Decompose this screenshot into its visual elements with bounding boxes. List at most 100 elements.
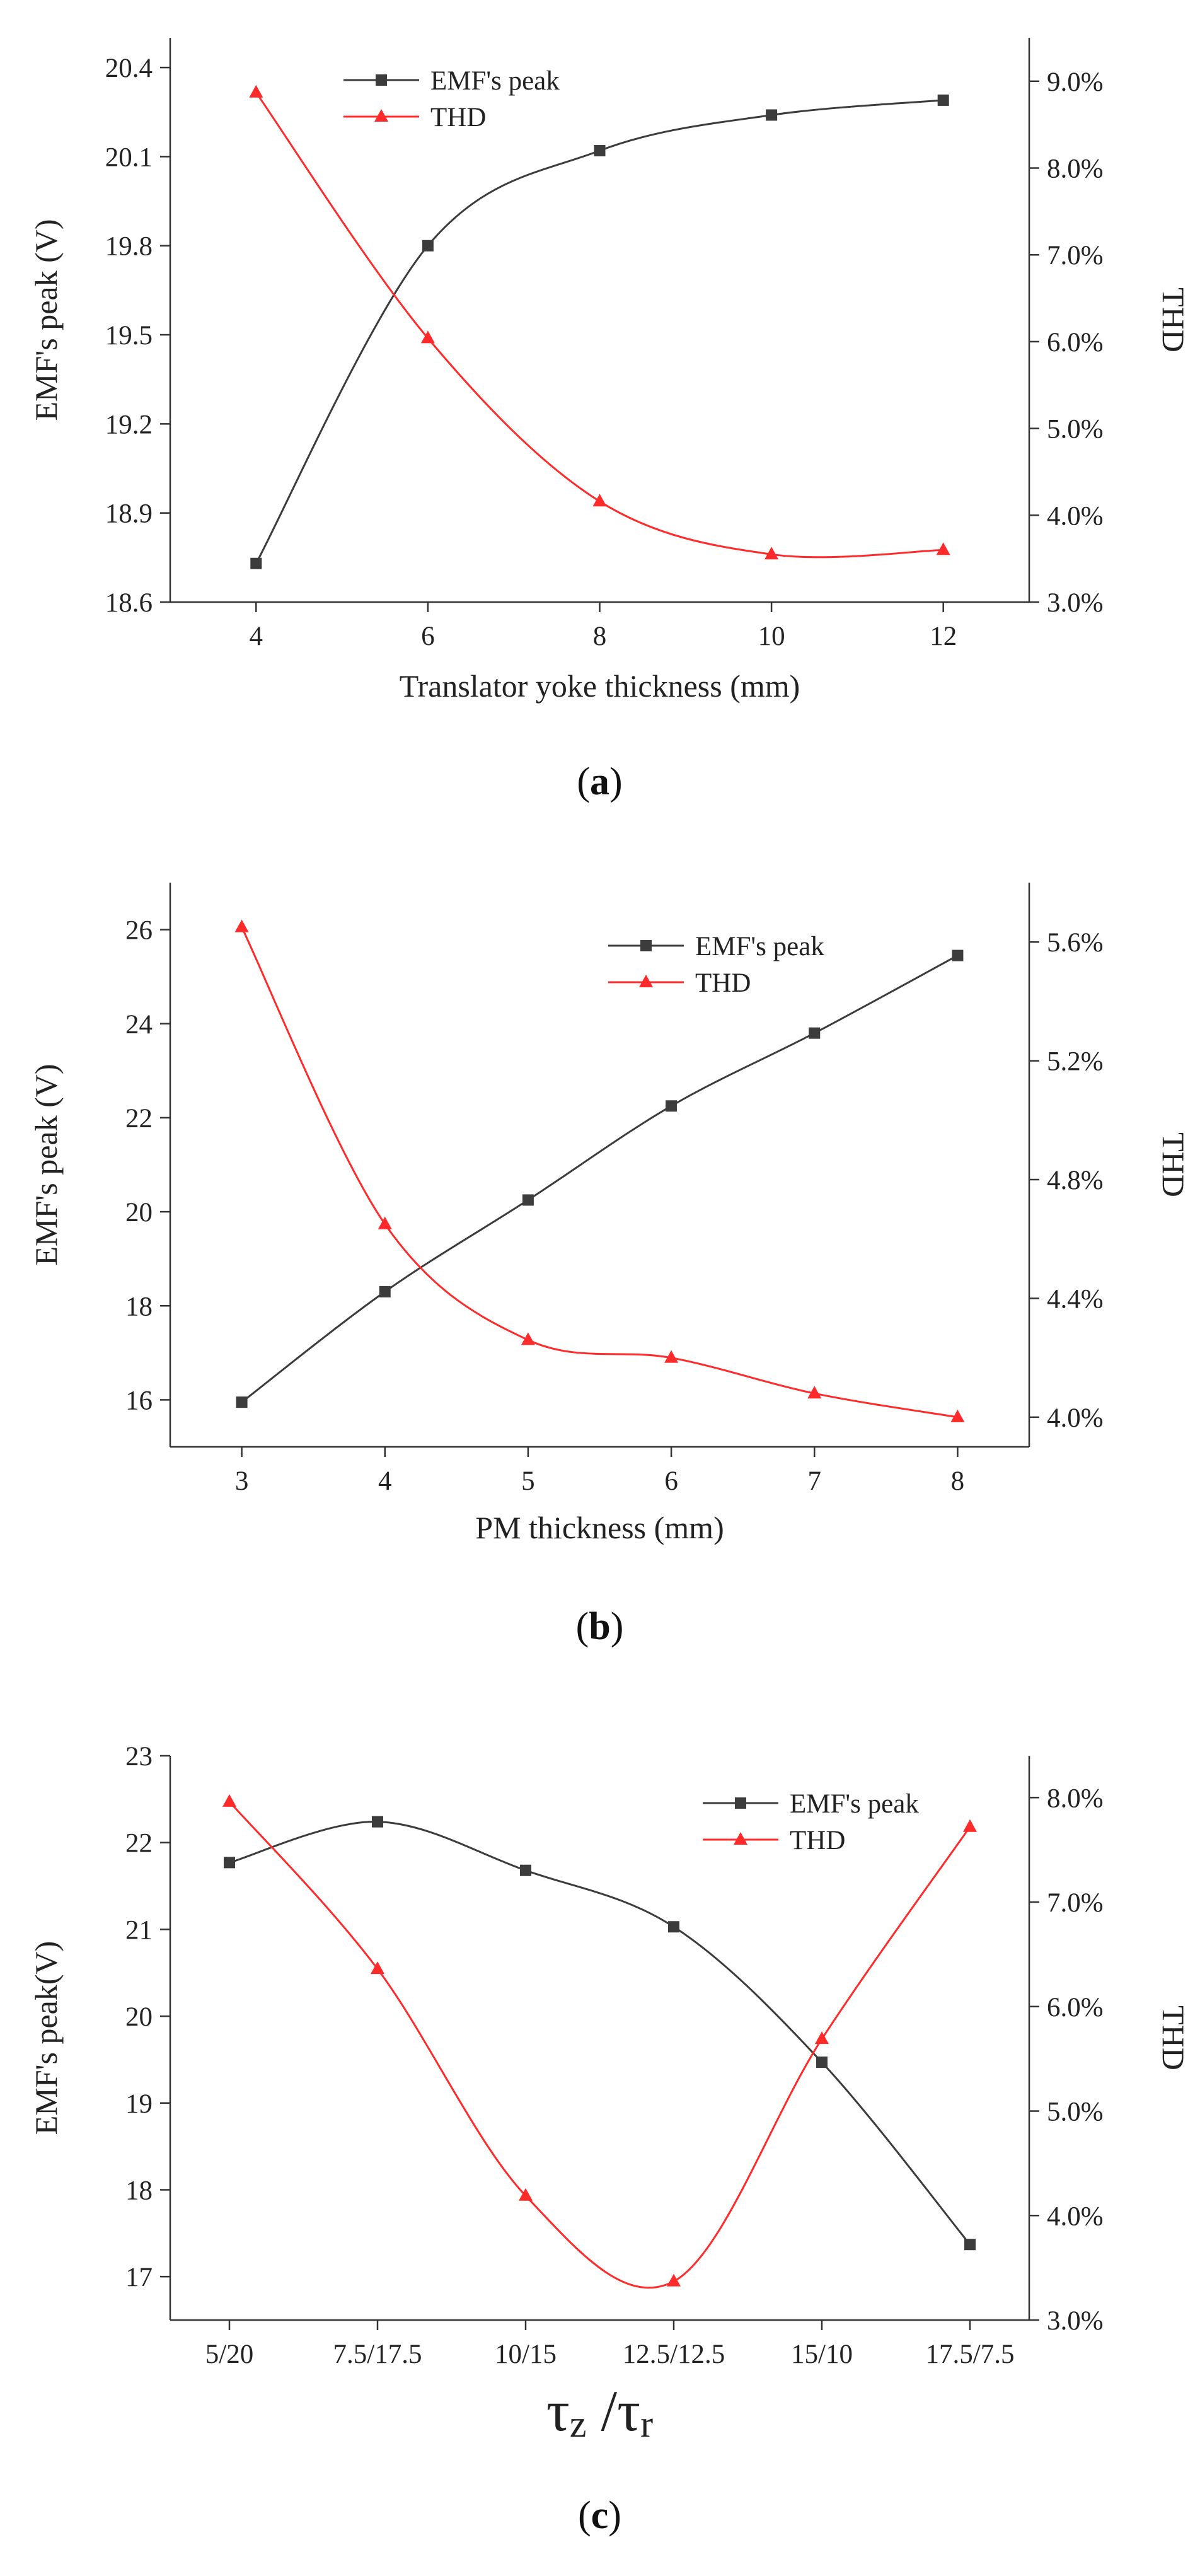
thd-point [234, 919, 249, 932]
emf-point [668, 1921, 679, 1933]
caption-letter: a [590, 760, 609, 803]
y-tick-label: 22 [125, 1104, 153, 1134]
x-title-sep: / [587, 2379, 618, 2443]
y2-axis-title: THD [1156, 1132, 1191, 1197]
y-tick-label: 24 [125, 1010, 153, 1040]
thd-point [936, 542, 950, 555]
y-tick-label: 26 [125, 916, 153, 946]
y-tick-label: 21 [125, 1915, 153, 1945]
y2-tick-label: 4.0% [1047, 501, 1104, 531]
thd-point [950, 1409, 965, 1422]
thd-point [815, 2031, 829, 2045]
y2-tick-label: 5.0% [1047, 2097, 1104, 2127]
x-tick-label: 10/15 [495, 2340, 557, 2369]
y2-tick-label: 5.0% [1047, 415, 1104, 444]
y-tick-label: 17 [125, 2263, 153, 2292]
x-title-tau-2: τ [617, 2379, 640, 2443]
y2-tick-label: 5.6% [1047, 928, 1104, 958]
y2-tick-label: 6.0% [1047, 1993, 1104, 2022]
y2-tick-label: 4.0% [1047, 2202, 1104, 2231]
chart-panel-c: 5/20 7.5/17.5 10/15 12.5/12.5 15/10 17.5/7.5 1… [28, 1742, 1191, 2537]
thd-point [371, 1961, 384, 1975]
legend-label: EMF's peak [695, 932, 824, 961]
thd-point [521, 1332, 535, 1345]
legend-label: THD [695, 968, 751, 998]
emf-point [379, 1285, 391, 1297]
y2-tick-label: 9.0% [1047, 67, 1104, 97]
y2-tick-label: 4.0% [1047, 1403, 1104, 1433]
y2-tick-label: 7.0% [1047, 241, 1104, 270]
y-tick-label: 20 [125, 2002, 153, 2032]
y-tick-label: 19.8 [105, 232, 153, 262]
y2-tick-label: 8.0% [1047, 1784, 1104, 1813]
series-line-thd [255, 91, 943, 559]
x-tick-label: 3 [235, 1466, 249, 1496]
y2-tick-label: 7.0% [1047, 1888, 1104, 1918]
y2-tick-label: 6.0% [1047, 328, 1104, 357]
x-title-tau-1: τ [546, 2379, 570, 2443]
x-tick-label: 7.5/17.5 [333, 2340, 422, 2369]
emf-point [250, 557, 262, 569]
y-tick-label: 20.4 [105, 54, 153, 83]
panel-caption: (b) [576, 1605, 624, 1648]
y-tick-label: 23 [125, 1742, 153, 1772]
x-tick-label: 6 [664, 1466, 678, 1496]
y-tick-label: 20 [125, 1198, 153, 1227]
x-tick-label: 10 [758, 622, 785, 651]
caption-close-paren: ) [611, 1605, 624, 1648]
x-tick-label: 7 [808, 1466, 822, 1496]
x-tick-label: 6 [421, 622, 435, 651]
y-axis-title: EMF's peak (V) [28, 219, 64, 421]
legend-marker-square [376, 74, 387, 86]
legend-marker-square [640, 940, 652, 951]
caption-close-paren: ) [609, 760, 623, 803]
legend-label: THD [790, 1826, 845, 1855]
legend-marker-square [735, 1797, 746, 1809]
caption-letter: c [591, 2494, 609, 2537]
x-tick-label: 12 [930, 622, 957, 651]
legend-marker-triangle [639, 975, 653, 987]
thd-point [378, 1216, 392, 1229]
legend-marker-triangle [734, 1832, 747, 1845]
y-tick-label: 18.6 [105, 588, 153, 618]
panel-caption: (c) [578, 2494, 621, 2537]
y-tick-label: 18 [125, 2176, 153, 2205]
thd-point [249, 84, 263, 98]
emf-point [937, 94, 949, 106]
x-axis-title: PM thickness (mm) [475, 1510, 724, 1545]
y-tick-label: 19.2 [105, 410, 153, 439]
caption-open-paren: ( [576, 1605, 589, 1648]
thd-point [519, 2188, 533, 2201]
legend-label: EMF's peak [790, 1789, 919, 1819]
thd-point [420, 330, 435, 344]
x-tick-label: 4 [378, 1466, 392, 1496]
y-tick-label: 16 [125, 1386, 153, 1415]
x-tick-label: 5 [521, 1466, 535, 1496]
series-line-emf [241, 954, 959, 1403]
y2-tick-label: 3.0% [1047, 2306, 1104, 2336]
y2-tick-label: 4.8% [1047, 1166, 1104, 1195]
y2-axis-title: THD [1156, 2005, 1191, 2070]
emf-point [964, 2239, 976, 2251]
emf-point [224, 1857, 235, 1869]
thd-point [963, 1819, 977, 1832]
x-title-sub-2: r [640, 2403, 653, 2445]
thd-point [764, 547, 779, 560]
x-tick-label: 8 [593, 622, 607, 651]
y-axis-title: EMF's peak(V) [28, 1941, 64, 2135]
thd-point [222, 1794, 236, 1807]
y-tick-label: 19.5 [105, 321, 153, 351]
x-tick-label: 4 [250, 622, 263, 651]
legend-label: EMF's peak [430, 66, 560, 96]
x-tick-label: 15/10 [791, 2340, 853, 2369]
x-tick-label: 17.5/7.5 [926, 2340, 1015, 2369]
y-tick-label: 20.1 [105, 142, 153, 172]
x-axis-title: τz /τr [546, 2379, 653, 2445]
y-tick-label: 18 [125, 1292, 153, 1321]
thd-point [807, 1386, 822, 1399]
y-tick-label: 18.9 [105, 499, 153, 529]
emf-point [766, 109, 778, 121]
series-line-thd [228, 1801, 971, 2289]
x-axis-title: Translator yoke thickness (mm) [400, 668, 800, 704]
x-tick-label: 5/20 [205, 2340, 253, 2369]
